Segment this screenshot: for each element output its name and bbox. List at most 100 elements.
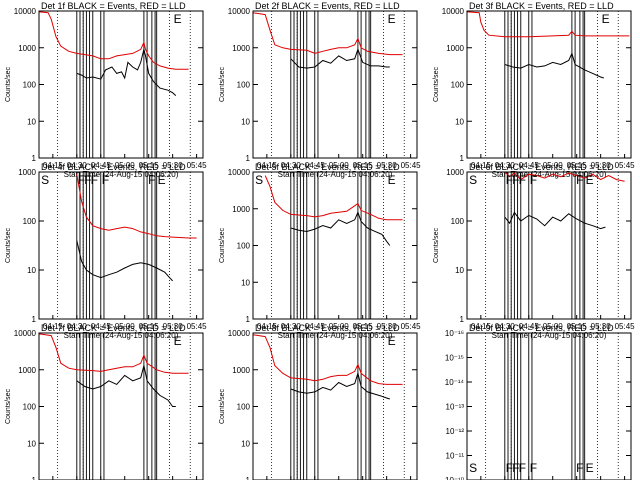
panel-title: Det 7f BLACK = Events, RED = LLD (41, 323, 186, 333)
events-series-line (290, 371, 390, 400)
y-tick-label: 10⁻¹⁵ (445, 354, 464, 363)
y-tick-label: 10 (241, 278, 250, 287)
y-tick-label: 100 (23, 217, 37, 226)
y-tick-label: 10⁻¹⁴ (445, 378, 465, 387)
y-tick-label: 1000 (232, 44, 250, 53)
segment-letter: F (519, 173, 526, 187)
y-tick-label: 1000 (18, 44, 36, 53)
panel-title: Det 1f BLACK = Events, RED = LLD (41, 1, 186, 11)
x-tick-label: 04:15 (257, 161, 278, 170)
x-tick-label: 04:15 (43, 322, 64, 331)
y-tick-label: 10 (241, 439, 250, 448)
x-axis-label: Start Time (24-Aug-15 04:06:20) (64, 331, 179, 340)
plot-frame (38, 10, 204, 159)
segment-letter: S (255, 173, 263, 187)
x-tick-label: 04:45 (519, 322, 540, 331)
x-axis-label: Start Time (24-Aug-15 04:06:20) (492, 170, 607, 179)
plot-frame (38, 332, 204, 480)
y-tick-label: 10000 (228, 7, 251, 16)
x-tick-label: 04:30 (67, 322, 88, 331)
x-tick-label: 05:45 (615, 322, 636, 331)
x-tick-label: 05:30 (377, 322, 398, 331)
panel-det3f: Det 3f BLACK = Events, RED = LLD 1 10 100 10… (433, 1, 635, 179)
x-tick-label: 04:45 (305, 322, 326, 331)
y-tick-label: 10⁻¹⁶ (445, 329, 464, 338)
x-tick-label: 05:45 (615, 161, 636, 170)
lld-series-line (252, 12, 403, 56)
plot-frame (466, 10, 632, 159)
segment-letter: F (506, 173, 513, 187)
segment-letter: S (469, 461, 477, 475)
y-axis-label: Counts/sec (5, 388, 12, 424)
x-tick-label: 05:45 (401, 322, 422, 331)
x-tick-label: 05:30 (591, 322, 612, 331)
y-tick-label: 1 (246, 154, 251, 163)
events-series-line (76, 49, 177, 96)
x-tick-label: 04:30 (67, 161, 88, 170)
x-axis-label: Start Time (24-Aug-15 04:06:20) (278, 170, 393, 179)
y-tick-label: 10 (27, 266, 36, 275)
segment-letter: E (158, 173, 166, 187)
y-axis-label: Counts/sec (219, 227, 226, 263)
segment-letter: E (388, 12, 396, 26)
y-tick-label: 10000 (228, 329, 251, 338)
y-axis-label: Counts/sec (5, 227, 12, 263)
y-axis-label: Counts/sec (219, 66, 226, 102)
y-tick-label: 10⁻¹² (446, 427, 465, 436)
panel-title: Det 5f BLACK = Events, RED = LLD (255, 162, 400, 172)
panel-title: Det 6f BLACK = Events, RED = LLD (469, 162, 614, 172)
panel-title: Det 3f BLACK = Events, RED = LLD (469, 1, 614, 11)
x-tick-label: 05:00 (115, 322, 136, 331)
panel-det2f: Det 2f BLACK = Events, RED = LLD 1 10 100 10… (219, 1, 421, 179)
panel-det7f: Det 7f BLACK = Events, RED = LLD 1 10 100 10… (5, 323, 204, 480)
y-tick-label: 10 (27, 439, 36, 448)
y-tick-label: 100 (237, 81, 251, 90)
x-tick-label: 04:15 (471, 322, 492, 331)
y-tick-label: 1 (460, 154, 465, 163)
segment-letter: E (602, 12, 610, 26)
y-tick-label: 100 (23, 81, 37, 90)
y-tick-label: 1000 (18, 366, 36, 375)
segment-letter: F (519, 461, 526, 475)
events-series-line (76, 365, 176, 407)
y-tick-label: 1000 (18, 168, 36, 177)
x-tick-label: 04:30 (281, 161, 302, 170)
panel-det9f: Det 9f BLACK = Events, RED = LLD 10⁻¹⁰ 10⁻… (445, 323, 632, 480)
y-tick-label: 10⁻¹³ (446, 403, 465, 412)
plot-frame (38, 171, 204, 320)
plot-frame (466, 171, 632, 320)
x-tick-label: 05:45 (187, 322, 208, 331)
lld-series-line (264, 175, 403, 221)
y-tick-label: 100 (237, 403, 251, 412)
y-tick-label: 100 (23, 403, 37, 412)
x-tick-label: 05:45 (187, 161, 208, 170)
y-axis-label: Counts/sec (433, 66, 440, 102)
y-tick-label: 100 (237, 242, 251, 251)
y-tick-label: 100 (451, 217, 465, 226)
plot-frame (466, 332, 632, 480)
lld-series-line (38, 11, 189, 70)
x-tick-label: 04:15 (471, 161, 492, 170)
y-axis-label: Counts/sec (219, 388, 226, 424)
y-axis-label: Counts/sec (433, 227, 440, 263)
panel-det4f: Det 4f BLACK = Events, RED = LLD 1 10 100 10… (5, 162, 207, 340)
segment-letter: F (576, 173, 583, 187)
panel-det6f: Det 6f BLACK = Events, RED = LLD 1 10 100 10… (433, 162, 635, 340)
segment-letter: F (530, 461, 537, 475)
segment-letter: F (102, 173, 109, 187)
x-tick-label: 05:15 (139, 322, 160, 331)
plot-frame (252, 171, 418, 320)
x-tick-label: 05:30 (377, 161, 398, 170)
y-tick-label: 100 (451, 81, 465, 90)
segment-letter: E (388, 173, 396, 187)
segment-letter: F (78, 173, 85, 187)
events-series-line (504, 211, 606, 230)
y-tick-label: 10 (27, 117, 36, 126)
x-tick-label: 04:45 (91, 161, 112, 170)
segment-letter: E (388, 334, 396, 348)
panel-title: Det 9f BLACK = Events, RED = LLD (469, 323, 614, 333)
segment-letter: F (512, 461, 519, 475)
y-tick-label: 10⁻¹⁰ (445, 476, 464, 480)
panel-det5f: Det 5f BLACK = Events, RED = LLD 1 10 100 10… (219, 162, 421, 340)
